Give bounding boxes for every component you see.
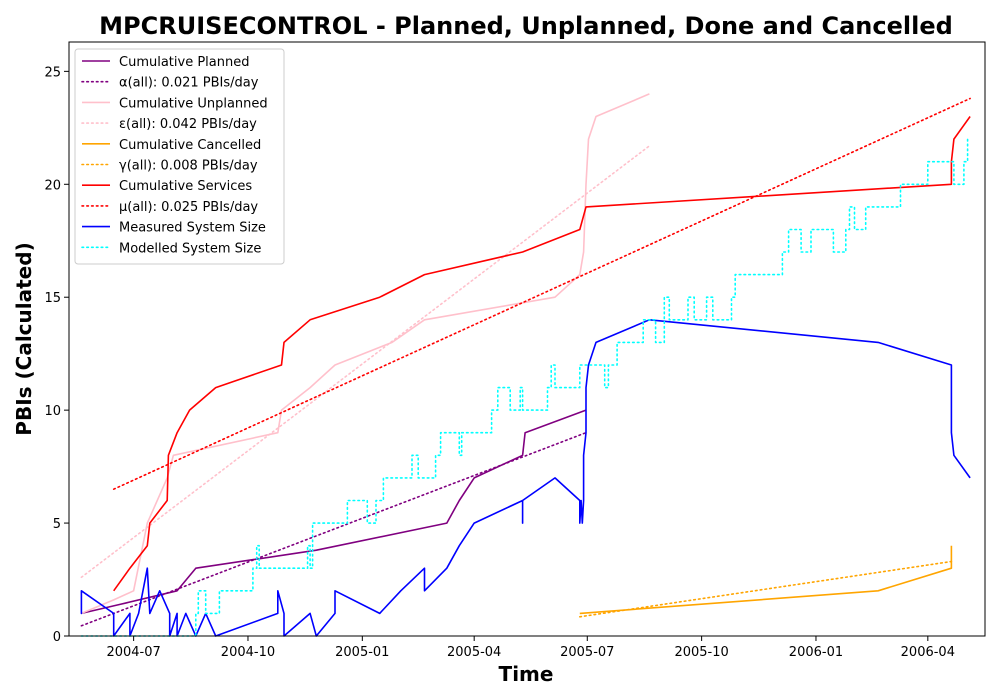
x-tick-label: 2005-10 <box>674 645 728 660</box>
series-8-line <box>112 97 971 491</box>
y-tick-label: 10 <box>44 404 61 419</box>
series-4-line <box>80 145 651 579</box>
series-9-line <box>80 318 971 637</box>
x-tick-label: 2004-10 <box>221 645 275 660</box>
series-layer <box>80 93 971 637</box>
legend-label-2: α(all): 0.021 PBIs/day <box>119 76 259 91</box>
series-6-line <box>578 560 953 618</box>
x-tick-label: 2006-04 <box>901 645 955 660</box>
legend-label-7: Cumulative Services <box>119 179 252 194</box>
legend-label-3: Cumulative Unplanned <box>119 96 268 111</box>
legend-label-9: Measured System Size <box>119 221 266 236</box>
x-axis-label: Time <box>499 662 554 686</box>
legend-label-4: ε(all): 0.042 PBIs/day <box>119 117 257 132</box>
x-tick-label: 2004-07 <box>106 645 160 660</box>
y-axis-label: PBIs (Calculated) <box>12 242 36 435</box>
series-3-line <box>81 93 650 615</box>
x-ticks: 2004-07 2004-10 2005-01 2005-04 2005-07 2005-… <box>106 636 955 660</box>
legend-label-1: Cumulative Planned <box>119 55 249 70</box>
x-tick-label: 2006-01 <box>789 645 843 660</box>
y-tick-label: 5 <box>53 517 61 532</box>
x-tick-label: 2005-07 <box>560 645 614 660</box>
series-1-line <box>81 409 587 615</box>
y-tick-label: 15 <box>44 291 61 306</box>
legend-box <box>74 48 285 265</box>
legend-label-6: γ(all): 0.008 PBIs/day <box>119 159 258 174</box>
series-10-line <box>80 138 969 637</box>
series-7-line <box>113 116 971 592</box>
series-2-line <box>80 431 587 627</box>
legend-label-8: μ(all): 0.025 PBIs/day <box>119 200 258 215</box>
legend: Cumulative Planned α(all): 0.021 PBIs/day… <box>74 48 285 265</box>
legend-label-5: Cumulative Cancelled <box>119 138 261 153</box>
x-tick-label: 2005-01 <box>335 645 389 660</box>
chart-title: MPCRUISECONTROL - Planned, Unplanned, Do… <box>99 12 953 40</box>
series-5-line <box>579 545 953 615</box>
y-tick-label: 25 <box>44 65 61 80</box>
y-ticks: 0 5 10 15 20 25 <box>44 65 69 645</box>
x-tick-label: 2005-04 <box>447 645 501 660</box>
legend-label-10: Modelled System Size <box>119 241 261 256</box>
plot-frame <box>68 41 986 637</box>
y-tick-label: 20 <box>44 178 61 193</box>
y-tick-label: 0 <box>53 630 61 645</box>
